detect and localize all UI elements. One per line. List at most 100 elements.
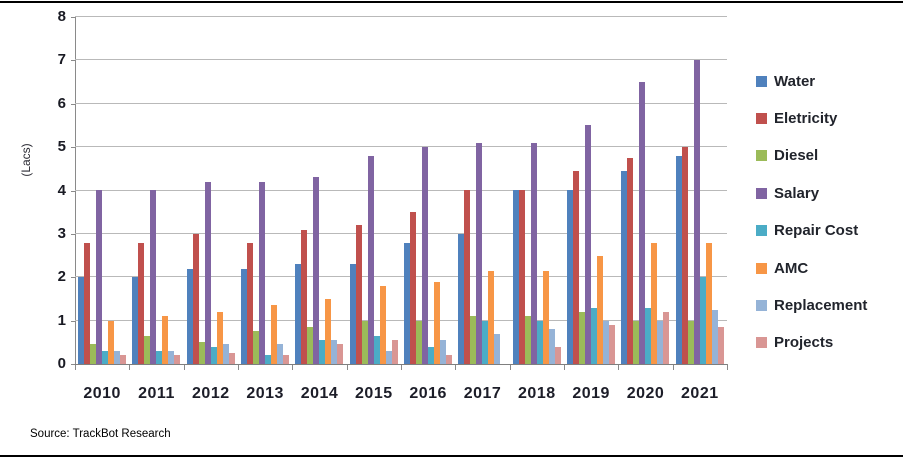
chart-bar: [259, 182, 266, 364]
chart-bar: [591, 308, 598, 364]
bar-group-2014: [292, 17, 346, 364]
source-note: Source: TrackBot Research: [30, 428, 171, 440]
gridline-y2: [75, 276, 727, 278]
chart-bar: [488, 271, 495, 364]
x-axis-tick: [75, 364, 76, 370]
chart-bar: [174, 355, 181, 364]
chart-bar: [222, 344, 229, 364]
bar-group-2016: [401, 17, 455, 364]
bar-group-2015: [347, 17, 401, 364]
chart-bar: [283, 355, 290, 364]
bar-group-2020: [618, 17, 672, 364]
chart-bar: [639, 82, 646, 364]
legend-item: Salary: [756, 181, 819, 205]
chart-bar: [349, 264, 356, 364]
chart-bar: [681, 147, 688, 364]
legend-item: Replacement: [756, 293, 867, 317]
chart-bar: [675, 156, 682, 364]
x-axis-tick-label-2021: 2021: [681, 385, 719, 402]
chart-bar: [711, 310, 718, 364]
x-axis-tick: [509, 364, 511, 370]
gridline-y8: [75, 16, 727, 17]
chart-bar: [494, 334, 501, 364]
chart-bar: [373, 336, 380, 364]
bar-group-2018: [510, 17, 564, 364]
chart-bar: [482, 321, 489, 364]
chart-bar: [271, 305, 278, 364]
chart-bar: [277, 344, 284, 364]
chart-bar: [548, 329, 555, 364]
chart-bar: [132, 277, 139, 364]
gridline-y0: [75, 364, 727, 365]
chart-bar: [422, 147, 429, 364]
top-border: [0, 1, 903, 3]
bar-group-2021: [673, 17, 727, 364]
legend-item: Repair Cost: [756, 219, 858, 243]
x-axis-tick-label-2010: 2010: [83, 385, 121, 402]
x-axis-tick-label-2014: 2014: [300, 385, 339, 402]
gridline-y6: [75, 102, 727, 104]
gridline-y5: [75, 146, 727, 148]
chart-bar: [265, 355, 272, 364]
y-axis-tick: [71, 320, 75, 322]
bar-group-2012: [184, 17, 238, 364]
chart-bar: [198, 342, 205, 364]
legend-label: AMC: [774, 259, 809, 277]
chart-bar: [114, 351, 121, 364]
chart-bar: [651, 243, 658, 364]
x-axis-tick-label-2016: 2016: [409, 385, 447, 402]
chart-bar: [530, 143, 537, 364]
y-axis-tick: [71, 17, 75, 18]
x-axis-tick: [618, 364, 620, 370]
legend-label: Repair Cost: [774, 222, 859, 240]
chart-bar: [416, 321, 423, 364]
legend-label: Salary: [774, 184, 820, 202]
chart-bar: [186, 269, 193, 364]
chart-bar: [361, 321, 368, 364]
gridline-y4: [75, 189, 727, 191]
chart-bar: [554, 347, 561, 364]
y-axis-tick: [71, 364, 75, 365]
chart-bar: [470, 316, 477, 364]
legend-label: Water: [774, 72, 816, 90]
chart-bar: [84, 243, 91, 364]
y-axis-tick-label: 5: [57, 138, 66, 156]
chart-bar: [120, 355, 127, 364]
chart-bar: [162, 316, 169, 364]
chart-bar: [241, 269, 248, 364]
chart-bar: [621, 171, 628, 364]
chart-bar: [168, 351, 175, 364]
gridline-y3: [75, 232, 727, 234]
x-axis-tick-label-2011: 2011: [138, 385, 175, 402]
x-axis-tick-label-2018: 2018: [518, 385, 556, 402]
chart-bar: [567, 190, 574, 364]
chart-bar: [90, 344, 97, 364]
chart-bar: [693, 60, 700, 364]
legend-color-swatch-icon: [756, 75, 767, 87]
chart-bar: [295, 264, 302, 364]
chart-bar: [228, 353, 235, 364]
chart-bar: [192, 234, 199, 364]
legend-item: Water: [756, 69, 815, 93]
x-axis-tick: [455, 364, 457, 370]
chart-bar: [150, 190, 157, 364]
chart-bar: [597, 256, 604, 364]
x-axis-tick-label-2013: 2013: [246, 385, 284, 402]
chart-bar: [385, 351, 392, 364]
y-axis-tick-label: 1: [57, 311, 66, 329]
chart-bar: [210, 347, 217, 364]
bar-group-2017: [455, 17, 509, 364]
x-axis-tick: [238, 364, 239, 370]
x-axis-tick-label-2019: 2019: [572, 385, 610, 402]
chart-bar: [458, 234, 465, 364]
y-axis-tick-label: 8: [57, 8, 66, 25]
y-axis-tick-label: 2: [57, 268, 66, 286]
chart-legend: Water Eletricity Diesel Salary Repair Cost AM…: [756, 0, 902, 400]
chart-bar: [108, 321, 115, 364]
y-axis-tick: [71, 233, 75, 235]
bottom-border: [0, 455, 903, 457]
x-axis-tick: [401, 364, 402, 370]
chart-bar: [156, 351, 163, 364]
plot-area: [75, 16, 727, 365]
